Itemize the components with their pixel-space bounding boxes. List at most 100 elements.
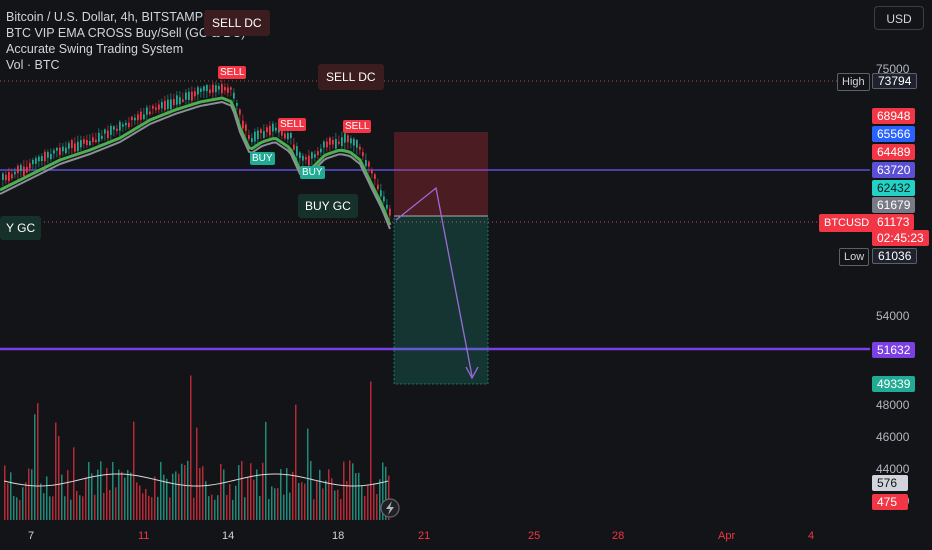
volume-bar	[214, 499, 216, 520]
volume-bar	[370, 381, 372, 520]
volume-bar	[343, 461, 345, 520]
high-price-tag: 73794	[872, 73, 918, 89]
volume-bar	[64, 496, 66, 520]
volume-bar	[16, 497, 18, 520]
volume-bar	[13, 495, 15, 520]
volume-bar	[199, 468, 201, 520]
volume-bar	[328, 469, 330, 520]
volume-bar	[34, 414, 36, 520]
volume-bar	[46, 476, 48, 520]
volume-bar	[166, 478, 168, 520]
sell-dc-label-1: SELL DC	[204, 10, 270, 36]
volume-bar	[385, 466, 387, 520]
price-tag-68948: 68948	[872, 108, 916, 124]
ema-slow-line	[0, 100, 391, 230]
volume-bar	[10, 472, 12, 520]
volume-bar	[115, 487, 117, 520]
indicator-ema-cross[interactable]: BTC VIP EMA CROSS Buy/Sell (GC & DC)	[6, 26, 246, 40]
volume-bar	[184, 465, 186, 520]
price-tag-63720: 63720	[872, 162, 916, 178]
volume-bar	[121, 471, 123, 520]
volume-bar	[106, 468, 108, 520]
volume-bar	[142, 493, 144, 520]
buy-marker-1: BUY	[250, 152, 275, 165]
symbol-title[interactable]: Bitcoin / U.S. Dollar, 4h, BITSTAMP	[6, 10, 204, 24]
volume-bar	[82, 496, 84, 520]
price-tag-61679: 61679	[872, 197, 916, 213]
time-axis-label: 28	[612, 530, 625, 542]
volume-bar	[379, 479, 381, 520]
volume-bar	[268, 499, 270, 520]
sell-marker-2: SELL	[278, 118, 307, 131]
volume-bar	[364, 495, 366, 520]
volume-bar	[211, 494, 213, 520]
volume-bar	[67, 470, 69, 520]
buy-gc-label-2: Y GC	[0, 216, 42, 240]
volume-bar	[259, 496, 261, 520]
volume-bar	[178, 473, 180, 520]
volume-bar	[187, 460, 189, 520]
time-axis-label: Apr	[718, 530, 736, 542]
volume-tag: 475	[872, 494, 908, 510]
volume-bar	[289, 492, 291, 520]
volume-bar	[355, 473, 357, 520]
volume-bar	[196, 427, 198, 520]
volume-bar	[7, 483, 9, 520]
volume-bar	[217, 495, 219, 520]
volume-bar	[22, 487, 24, 520]
time-axis-label: 11	[138, 530, 150, 542]
volume-ma-line	[3, 473, 389, 487]
volume-bar	[298, 483, 300, 520]
volume-bar	[304, 483, 306, 520]
volume-bar	[250, 463, 252, 520]
volume-bar	[61, 474, 63, 520]
volume-bar	[145, 488, 147, 520]
volume-bar	[292, 471, 294, 520]
volume-bar	[238, 465, 240, 520]
volume-bar	[58, 435, 60, 520]
volume-bar	[160, 461, 162, 520]
volume-bar	[154, 476, 156, 520]
volume-bar	[169, 497, 171, 520]
volume-bar	[322, 488, 324, 520]
projection-path[interactable]	[395, 186, 473, 377]
volume-bar	[4, 465, 6, 520]
volume-bar	[283, 494, 285, 520]
volume-bar	[301, 482, 303, 520]
volume-bar	[202, 466, 204, 520]
price-axis-label: 46000	[876, 430, 910, 444]
volume-bar	[331, 478, 333, 520]
sell-dc-label-2: SELL DC	[318, 64, 384, 90]
volume-bar	[352, 463, 354, 520]
volume-bar	[181, 463, 183, 520]
volume-bar	[337, 489, 339, 520]
volume-bar	[49, 496, 51, 520]
volume-bar	[148, 495, 150, 520]
volume-bar	[277, 488, 279, 520]
short-stop-zone[interactable]	[394, 132, 488, 216]
low-price-tag: 61036	[872, 248, 918, 264]
symbol-price-label: BTCUSD	[819, 214, 875, 232]
volume-bar	[316, 481, 318, 520]
volume-bar	[319, 469, 321, 520]
volume-bar	[19, 499, 21, 520]
volume-bar	[127, 469, 129, 520]
volume-bar	[28, 468, 30, 520]
volume-bar	[208, 496, 210, 520]
currency-button[interactable]: USD	[874, 6, 924, 30]
volume-bar	[139, 485, 141, 520]
ema-fast-line	[0, 96, 392, 226]
volume-bar	[151, 497, 153, 520]
volume-bar	[79, 495, 81, 520]
volume-bar	[256, 469, 258, 520]
short-target-zone[interactable]	[393, 215, 489, 385]
volume-bar	[172, 473, 174, 520]
price-axis-label: 48000	[876, 398, 910, 412]
volume-bar	[73, 447, 75, 520]
volume-bar	[334, 490, 336, 520]
lightning-icon[interactable]	[380, 498, 400, 518]
indicator-volume[interactable]: Vol · BTC	[6, 58, 60, 72]
volume-bar	[325, 480, 327, 520]
indicator-swing[interactable]: Accurate Swing Trading System	[6, 42, 184, 56]
